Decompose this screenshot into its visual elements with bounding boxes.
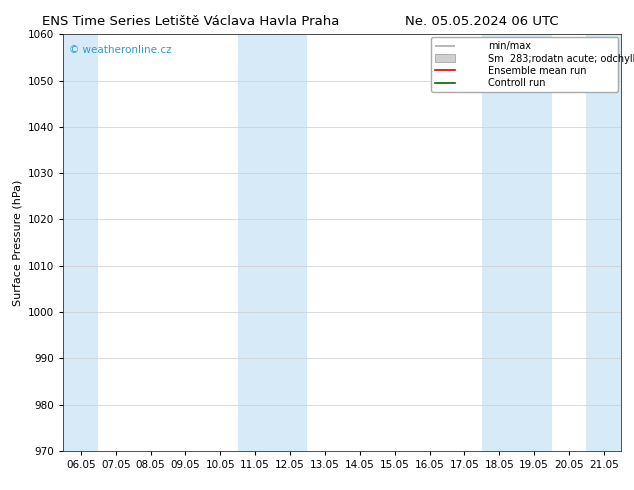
Text: Ne. 05.05.2024 06 UTC: Ne. 05.05.2024 06 UTC	[405, 15, 559, 28]
Bar	[63, 34, 98, 451]
Legend: min/max, Sm  283;rodatn acute; odchylka, Ensemble mean run, Controll run: min/max, Sm 283;rodatn acute; odchylka, …	[431, 37, 618, 92]
Y-axis label: Surface Pressure (hPa): Surface Pressure (hPa)	[13, 179, 23, 306]
Bar	[482, 34, 552, 451]
Bar	[586, 34, 624, 451]
Text: © weatheronline.cz: © weatheronline.cz	[69, 45, 172, 55]
Text: ENS Time Series Letiště Václava Havla Praha: ENS Time Series Letiště Václava Havla Pr…	[41, 15, 339, 28]
Bar	[238, 34, 307, 451]
